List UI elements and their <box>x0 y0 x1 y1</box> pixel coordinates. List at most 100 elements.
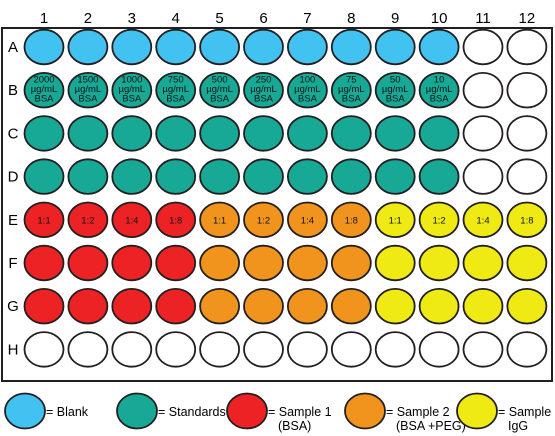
well-circle <box>506 331 548 368</box>
well-circle <box>286 71 328 109</box>
well-B11 <box>462 71 504 109</box>
well-circle <box>243 115 284 152</box>
well-F4 <box>155 244 197 282</box>
legend-swatch <box>344 392 386 430</box>
well-circle <box>374 244 416 282</box>
well-circle <box>506 28 548 66</box>
well-A2 <box>67 28 109 66</box>
well-G10 <box>418 288 460 325</box>
well-C9 <box>374 115 416 152</box>
well-C4 <box>155 115 197 152</box>
well-label-line: µg/mL <box>206 84 233 95</box>
wells-grid: 2000µg/mLBSA1500µg/mLBSA1000µg/mLBSA750µ… <box>23 28 548 368</box>
column-labels: 1 2 3 4 5 6 7 8 9 10 11 12 <box>40 10 535 27</box>
well-F10 <box>418 244 460 282</box>
legend-swatch <box>116 392 158 430</box>
well-circle <box>374 71 416 109</box>
well-dilution-label: 1:1 <box>389 215 402 226</box>
well-circle <box>286 28 328 66</box>
well-H8 <box>330 331 372 368</box>
well-C1 <box>23 115 65 152</box>
well-circle <box>199 331 241 368</box>
well-A1 <box>23 28 65 66</box>
well-label-line: 50 <box>390 75 401 86</box>
well-circle <box>462 288 504 325</box>
well-G1 <box>23 288 65 325</box>
well-circle <box>330 115 372 152</box>
legend-label: (BSA) <box>278 419 311 433</box>
well-H4 <box>155 331 197 368</box>
well-E12: 1:8 <box>506 201 548 238</box>
well-circle <box>23 201 65 238</box>
well-E1: 1:1 <box>23 201 65 238</box>
column-label: 2 <box>84 10 92 27</box>
well-label-line: BSA <box>34 94 54 105</box>
well-circle <box>155 201 197 238</box>
well-H10 <box>418 331 460 368</box>
well-C5 <box>199 115 241 152</box>
well-A6 <box>243 28 284 66</box>
well-label-line: BSA <box>166 94 186 105</box>
well-dilution-label: 1:2 <box>432 215 445 226</box>
well-circle <box>286 288 328 325</box>
well-A4 <box>155 28 197 66</box>
well-circle <box>199 244 241 282</box>
column-label: 1 <box>40 10 48 27</box>
well-label-line: 100 <box>299 75 315 86</box>
well-circle <box>374 201 416 238</box>
well-E5: 1:1 <box>199 201 241 238</box>
column-label: 7 <box>303 10 311 27</box>
well-G7 <box>286 288 328 325</box>
well-circle <box>374 331 416 368</box>
column-label: 4 <box>172 10 180 27</box>
legend-label: = Sample 2 <box>386 405 450 419</box>
well-circle <box>111 331 153 368</box>
well-G3 <box>111 288 153 325</box>
well-D4 <box>155 158 197 195</box>
well-dilution-label: 1:8 <box>169 215 182 226</box>
well-C7 <box>286 115 328 152</box>
well-circle <box>506 115 548 152</box>
well-label-line: 1000 <box>121 75 142 86</box>
well-circle <box>243 71 284 109</box>
well-circle <box>23 331 65 368</box>
well-A11 <box>462 28 504 66</box>
row-label: A <box>8 39 18 56</box>
legend-label: = Blank <box>46 405 89 419</box>
well-label-line: µg/mL <box>162 84 189 95</box>
well-circle <box>462 115 504 152</box>
well-D7 <box>286 158 328 195</box>
well-label-line: 10 <box>434 75 445 86</box>
well-D2 <box>67 158 109 195</box>
well-D8 <box>330 158 372 195</box>
well-circle <box>243 201 284 238</box>
well-label-line: BSA <box>122 94 142 105</box>
well-circle <box>23 115 65 152</box>
legend-label: = Sample 1 <box>268 405 332 419</box>
well-circle <box>330 158 372 195</box>
well-F3 <box>111 244 153 282</box>
legend-item-sample1: = Sample 1(BSA) <box>226 392 332 433</box>
column-label: 12 <box>519 10 536 27</box>
well-circle <box>243 331 284 368</box>
well-label-line: BSA <box>430 94 450 105</box>
well-label-line: 500 <box>212 75 228 86</box>
well-A12 <box>506 28 548 66</box>
well-E7: 1:4 <box>286 201 328 238</box>
well-circle <box>199 288 241 325</box>
well-circle <box>67 244 109 282</box>
column-label: 10 <box>431 10 448 27</box>
column-label: 5 <box>215 10 223 27</box>
well-dilution-label: 1:1 <box>37 215 50 226</box>
well-label-line: µg/mL <box>294 84 321 95</box>
well-G12 <box>506 288 548 325</box>
well-circle <box>330 71 372 109</box>
well-circle <box>111 115 153 152</box>
well-D9 <box>374 158 416 195</box>
well-circle <box>67 288 109 325</box>
well-circle <box>67 201 109 238</box>
